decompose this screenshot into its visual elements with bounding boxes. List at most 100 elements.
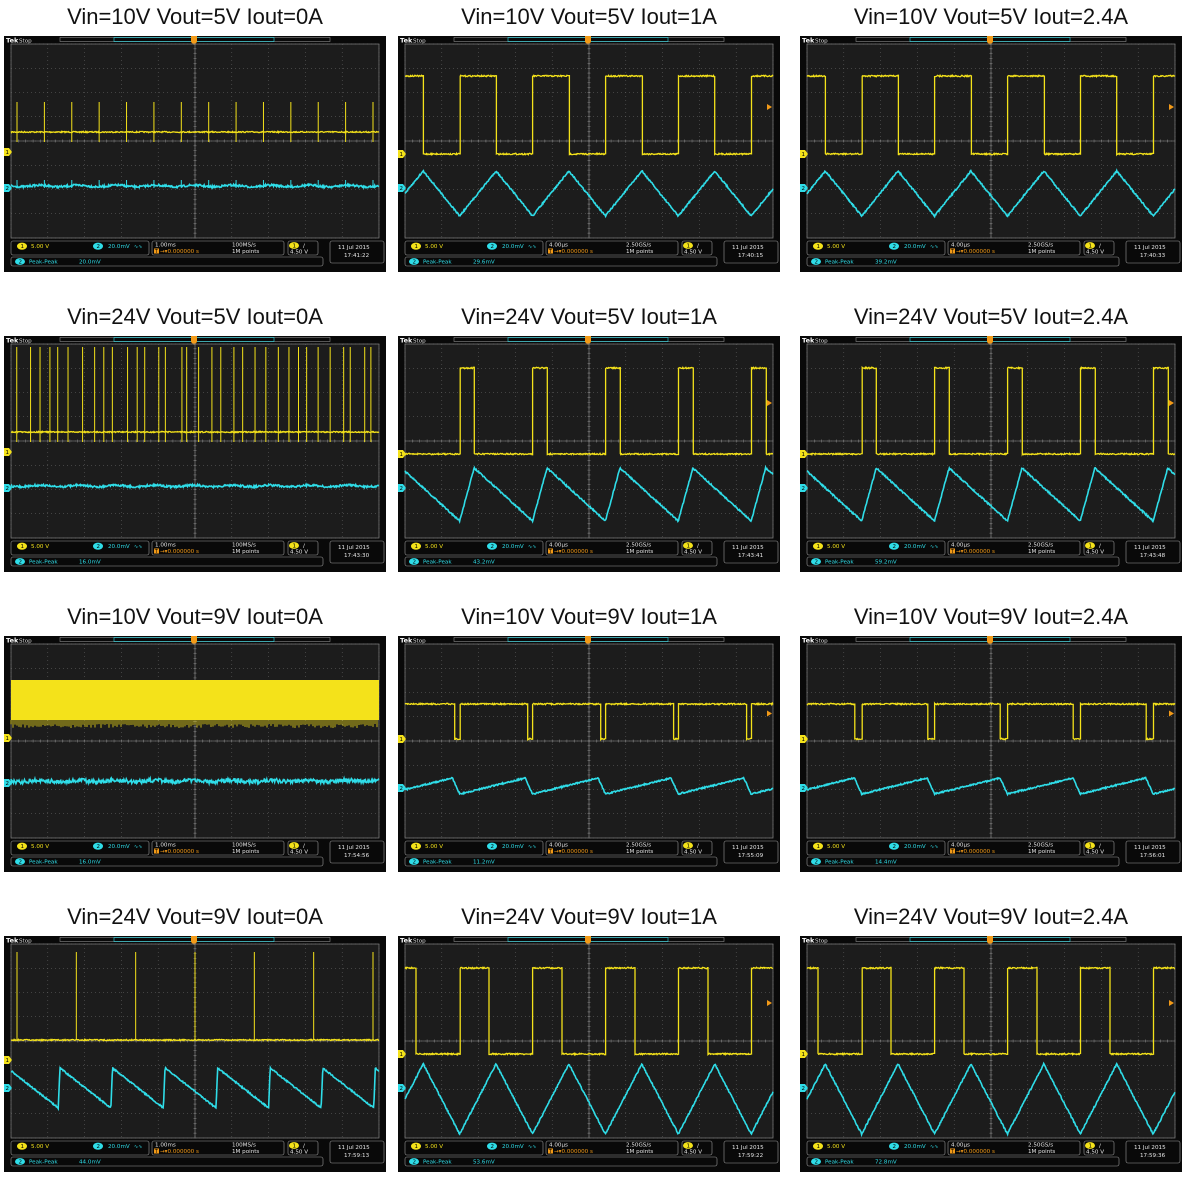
- ch1-waveform: [404, 366, 774, 456]
- svg-text:1: 1: [817, 1144, 821, 1150]
- measurement-label: Peak-Peak: [825, 860, 854, 866]
- tek-logo: Tek: [802, 337, 815, 345]
- svg-text:1: 1: [21, 844, 25, 850]
- peak-to-peak-value: 59.2mV: [875, 560, 897, 566]
- svg-text:2: 2: [400, 1086, 404, 1092]
- trigger-slope-icon: /: [697, 244, 699, 250]
- scope-svg: Tek Stop 1 2 1 5.00 V 2 20.0mV ∿∿ 1.00ms 100MS/s T →…: [4, 936, 386, 1172]
- svg-text:T: T: [154, 249, 159, 255]
- peak-to-peak-value: 11.2mV: [473, 860, 495, 866]
- svg-text:2: 2: [893, 244, 897, 250]
- timebase: 1.00ms: [155, 1143, 176, 1149]
- capture-date: 11 Jul 2015: [1134, 845, 1166, 851]
- svg-text:1: 1: [6, 450, 10, 456]
- ch1-ground-marker: 1: [800, 150, 808, 158]
- trigger-slope-icon: /: [303, 844, 305, 850]
- trigger-offset: →▾0.000000 s: [554, 1149, 593, 1155]
- peak-to-peak-value: 72.8mV: [875, 1160, 897, 1166]
- capture-time: 17:43:30: [344, 553, 370, 559]
- scope-svg: Tek Stop 1 2 1 5.00 V 2 20.0mV ∿∿ 1.00ms 100MS/s T →…: [4, 36, 386, 272]
- peak-to-peak-value: 43.2mV: [473, 560, 495, 566]
- svg-text:T: T: [548, 549, 553, 555]
- trigger-offset: →▾0.000000 s: [554, 849, 593, 855]
- ch2-waveform: [806, 1061, 1176, 1138]
- svg-text:1: 1: [400, 1052, 404, 1058]
- svg-text:2: 2: [413, 559, 417, 565]
- trigger-position-marker: [191, 336, 197, 345]
- svg-text:T: T: [548, 1149, 553, 1155]
- svg-text:1: 1: [802, 1052, 806, 1058]
- oscilloscope-screen: Tek Stop 1 2 1 5.00 V 2 20.0mV ∿∿ 4.00µs 2.50GS/s T…: [398, 336, 780, 572]
- measurement-label: Peak-Peak: [29, 560, 58, 566]
- scope-svg: Tek Stop 1 2 1 5.00 V 2 20.0mV ∿∿ 4.00µs 2.50GS/s T…: [800, 336, 1182, 572]
- ch1-ground-marker: 1: [800, 1050, 808, 1058]
- ch1-ground-marker: 1: [800, 450, 808, 458]
- scope-title: Vin=10V Vout=5V Iout=2.4A: [853, 4, 1129, 29]
- measurement-label: Peak-Peak: [423, 560, 452, 566]
- sample-rate: 100MS/s: [232, 243, 256, 249]
- svg-text:T: T: [548, 849, 553, 855]
- trigger-slope-icon: /: [303, 1144, 305, 1150]
- ch1-scale: 5.00 V: [827, 544, 845, 550]
- ch1-scale: 5.00 V: [31, 844, 49, 850]
- svg-text:1: 1: [415, 844, 419, 850]
- ch1-scale: 5.00 V: [827, 844, 845, 850]
- svg-text:1: 1: [6, 736, 10, 742]
- ch1-waveform: [10, 680, 379, 728]
- ch2-scale: 20.0mV: [904, 844, 926, 850]
- bandwidth-limit-icon: ∿∿: [528, 1144, 536, 1150]
- svg-text:2: 2: [491, 544, 495, 550]
- scope-svg: Tek Stop 1 2 1 5.00 V 2 20.0mV ∿∿ 4.00µs 2.50GS/s T…: [398, 336, 780, 572]
- ch1-scale: 5.00 V: [31, 244, 49, 250]
- sample-rate: 2.50GS/s: [1028, 1143, 1053, 1149]
- measurement-label: Peak-Peak: [825, 260, 854, 266]
- measurement-label: Peak-Peak: [825, 560, 854, 566]
- capture-date: 11 Jul 2015: [338, 245, 370, 251]
- timebase: 4.00µs: [549, 543, 568, 549]
- ch2-waveform: [10, 1064, 380, 1112]
- ch2-ground-marker: 2: [4, 184, 12, 192]
- ch1-waveform: [404, 966, 774, 1057]
- scope-title: Vin=24V Vout=5V Iout=1A: [461, 304, 717, 329]
- ch1-ground-marker: 1: [398, 1050, 406, 1058]
- trigger-position-marker: [191, 636, 197, 645]
- svg-text:1: 1: [21, 244, 25, 250]
- svg-text:1: 1: [687, 243, 691, 249]
- tek-logo: Tek: [802, 37, 815, 45]
- bandwidth-limit-icon: ∿∿: [528, 244, 536, 250]
- ch1-scale: 5.00 V: [425, 244, 443, 250]
- sample-rate: 2.50GS/s: [626, 1143, 651, 1149]
- svg-text:1: 1: [817, 244, 821, 250]
- svg-text:1: 1: [1089, 543, 1093, 549]
- ch1-waveform: [806, 73, 1176, 157]
- scope-title: Vin=10V Vout=5V Iout=1A: [461, 4, 717, 29]
- record-length: 1M points: [626, 549, 653, 555]
- scope-cell: Vin=24V Vout=9V Iout=1A Tek Stop 1 2 1 5.00 V 2…: [394, 900, 784, 1200]
- trigger-position-marker: [987, 36, 993, 45]
- trigger-level: 4.50 V: [684, 1150, 702, 1156]
- timebase: 4.00µs: [549, 243, 568, 249]
- svg-text:T: T: [950, 249, 955, 255]
- trigger-position-marker: [987, 936, 993, 945]
- scope-svg: Tek Stop 1 2 1 5.00 V 2 20.0mV ∿∿ 4.00µs 2.50GS/s T…: [800, 936, 1182, 1172]
- ch1-waveform: [10, 952, 380, 1042]
- ch2-ground-marker: 2: [398, 184, 406, 192]
- svg-text:1: 1: [415, 1144, 419, 1150]
- capture-date: 11 Jul 2015: [732, 245, 764, 251]
- measurement-label: Peak-Peak: [29, 860, 58, 866]
- capture-time: 17:55:09: [738, 853, 764, 859]
- peak-to-peak-value: 53.6mV: [473, 1160, 495, 1166]
- peak-to-peak-value: 16.0mV: [79, 560, 101, 566]
- scope-title: Vin=24V Vout=9V Iout=2.4A: [853, 904, 1129, 929]
- svg-text:1: 1: [687, 1143, 691, 1149]
- graticule: [806, 943, 1176, 1139]
- measurement-label: Peak-Peak: [29, 260, 58, 266]
- scope-svg: Tek Stop 1 2 1 5.00 V 2 20.0mV ∿∿ 1.00ms 100MS/s T →…: [4, 636, 386, 872]
- capture-time: 17:41:22: [344, 253, 369, 259]
- svg-text:1: 1: [293, 243, 297, 249]
- ch1-waveform: [806, 965, 1176, 1057]
- record-length: 1M points: [232, 549, 259, 555]
- ch2-waveform: [10, 775, 380, 787]
- trigger-offset: →▾0.000000 s: [956, 849, 995, 855]
- record-length: 1M points: [626, 849, 653, 855]
